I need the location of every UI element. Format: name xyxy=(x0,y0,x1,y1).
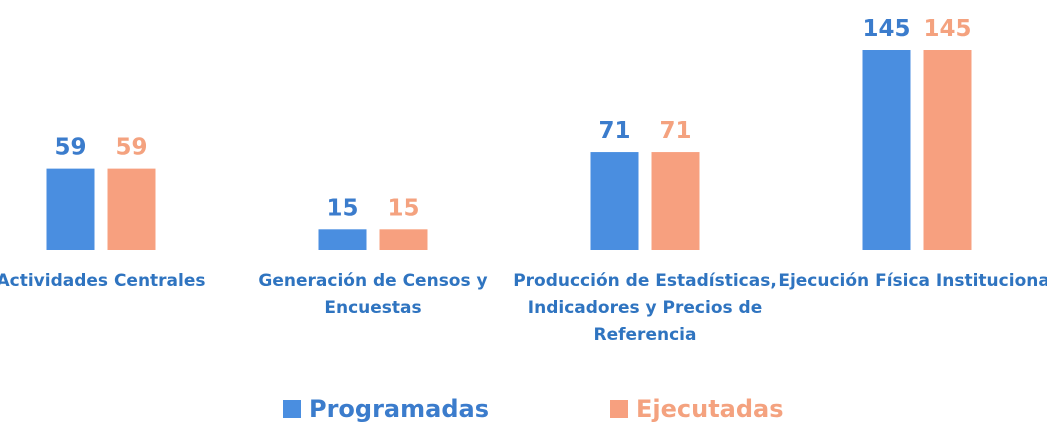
legend-swatch xyxy=(610,400,628,418)
value-label: 71 xyxy=(659,118,691,144)
value-label: 15 xyxy=(326,195,358,221)
category-label: Producción de Estadísticas, Indicadores … xyxy=(513,271,777,345)
category-label: Actividades Centrales xyxy=(0,271,206,291)
legend-item: Ejecutadas xyxy=(610,395,784,423)
bar xyxy=(379,229,428,250)
bar xyxy=(862,50,911,250)
bar xyxy=(107,168,156,250)
legend-swatch xyxy=(283,400,301,418)
category-label: Ejecución Física Institucional xyxy=(778,271,1047,291)
value-label: 145 xyxy=(923,16,971,42)
value-label: 71 xyxy=(598,118,630,144)
value-label: 59 xyxy=(54,135,86,161)
bar xyxy=(651,152,700,250)
value-label: 59 xyxy=(115,135,147,161)
bar xyxy=(318,229,367,250)
value-label: 15 xyxy=(387,195,419,221)
bar xyxy=(923,50,972,250)
value-label: 145 xyxy=(862,16,910,42)
legend-label: Programadas xyxy=(309,395,489,423)
bar xyxy=(46,168,95,250)
category-label: Generación de Censos y Encuestas xyxy=(258,271,488,318)
bar xyxy=(590,152,639,250)
legend-item: Programadas xyxy=(283,395,489,423)
legend-label: Ejecutadas xyxy=(636,395,784,423)
